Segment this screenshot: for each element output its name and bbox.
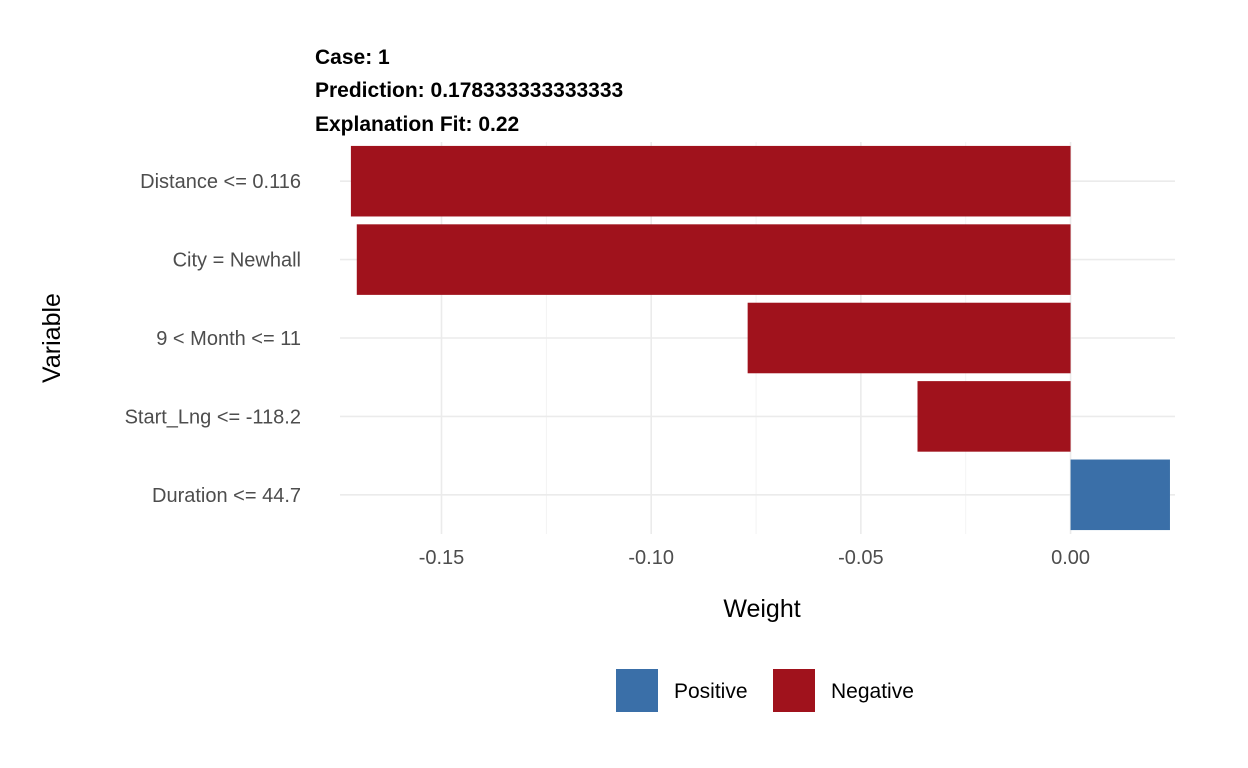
title-prediction: Prediction: 0.178333333333333 [315,79,623,102]
x-tick-label: -0.15 [419,547,465,569]
title-explanation-fit: Explanation Fit: 0.22 [315,113,519,136]
bar-positive [1070,459,1170,531]
bars [350,145,1170,531]
x-axis-tick-labels: -0.15 -0.10 -0.05 0.00 [419,547,1090,569]
legend-label-negative: Negative [831,680,914,703]
y-tick-label: 9 < Month <= 11 [156,328,301,350]
x-axis-title: Weight [723,595,800,623]
bar-negative [747,302,1071,374]
y-tick-label: Duration <= 44.7 [152,485,301,507]
y-tick-label: City = Newhall [173,250,301,272]
y-tick-label: Distance <= 0.116 [140,171,301,193]
legend: Positive Negative [616,669,914,712]
chart-title: Case: 1 Prediction: 0.178333333333333 Ex… [315,46,623,136]
bar-negative [917,381,1071,452]
legend-label-positive: Positive [674,680,748,703]
legend-swatch-positive [616,669,658,712]
legend-swatch-negative [773,669,815,712]
y-axis-title: Variable [38,293,66,383]
y-axis-tick-labels: Distance <= 0.116 City = Newhall 9 < Month… [125,171,301,507]
x-tick-label: 0.00 [1051,547,1090,569]
x-tick-label: -0.05 [838,547,884,569]
bar-negative [350,145,1071,217]
bar-negative [356,224,1071,295]
title-case: Case: 1 [315,46,390,69]
y-tick-label: Start_Lng <= -118.2 [125,406,301,428]
x-tick-label: -0.10 [628,547,674,569]
